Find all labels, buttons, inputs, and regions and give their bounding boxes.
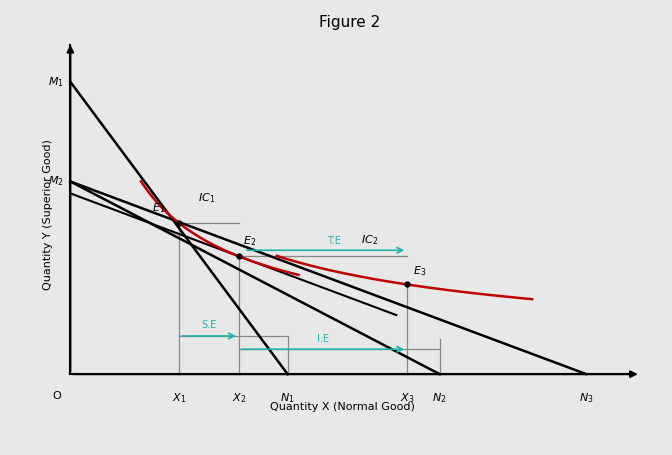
Text: $X_1$: $X_1$	[172, 391, 186, 404]
Text: O: O	[52, 391, 61, 401]
Text: $IC_2$: $IC_2$	[361, 233, 378, 247]
Text: $N_3$: $N_3$	[579, 391, 593, 404]
Text: $N_1$: $N_1$	[280, 391, 295, 404]
Text: Quantity X (Normal Good): Quantity X (Normal Good)	[269, 402, 415, 412]
Text: I.E: I.E	[317, 334, 329, 344]
Title: Figure 2: Figure 2	[319, 15, 381, 30]
Text: $N_2$: $N_2$	[433, 391, 447, 404]
Text: $M_1$: $M_1$	[48, 75, 64, 89]
Text: $M_2$: $M_2$	[48, 175, 64, 188]
Text: $X_3$: $X_3$	[400, 391, 415, 404]
Text: S.E: S.E	[201, 320, 216, 330]
Text: T.E: T.E	[327, 236, 341, 246]
Text: $E_1$: $E_1$	[152, 201, 165, 215]
Text: $E_2$: $E_2$	[243, 234, 256, 248]
Text: $IC_1$: $IC_1$	[198, 192, 215, 205]
Text: $X_2$: $X_2$	[232, 391, 246, 404]
Text: Quantity Y (Superior Good): Quantity Y (Superior Good)	[42, 139, 52, 290]
Text: $E_3$: $E_3$	[413, 264, 426, 278]
